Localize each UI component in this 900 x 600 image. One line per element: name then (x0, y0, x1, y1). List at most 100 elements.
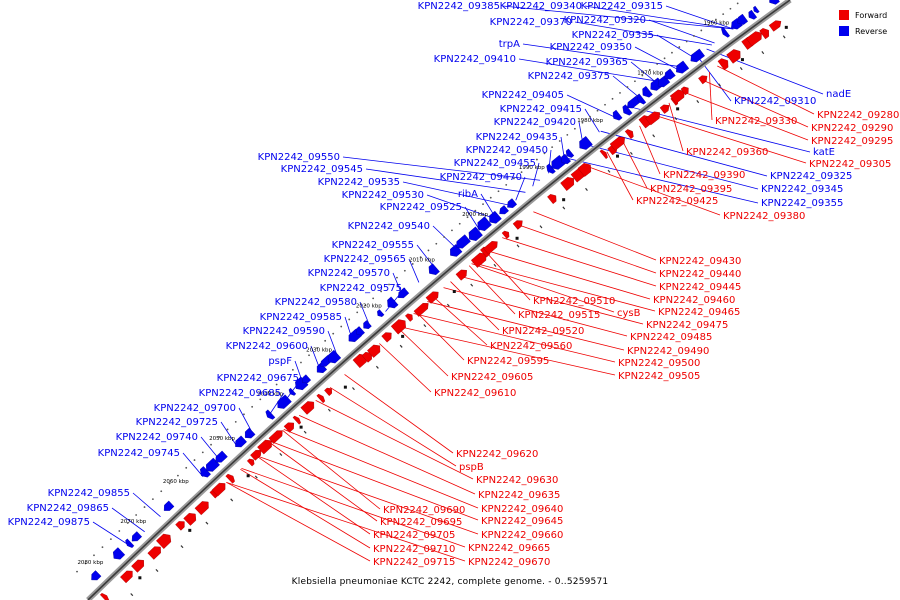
reverse-gene-label: KPN2242_09540 (348, 221, 430, 232)
reverse-connector (365, 168, 526, 193)
forward-gene-label: KPN2242_09500 (618, 358, 700, 369)
forward-gene (698, 75, 708, 85)
tick-dot (316, 347, 319, 349)
tick-label: 1980 kbp (577, 118, 603, 124)
reverse-gene (377, 309, 385, 317)
gene-features (91, 0, 788, 600)
forward-gene-label: KPN2242_09510 (533, 296, 615, 307)
forward-gene-label: pspB (459, 462, 484, 473)
forward-connector (398, 326, 616, 376)
forward-connector (397, 327, 449, 377)
forward-gene (324, 387, 333, 397)
reverse-gene-label: KPN2242_09455 (454, 158, 536, 169)
tick-dot (185, 466, 188, 469)
forward-gene-label: KPN2242_09295 (811, 136, 893, 147)
reverse-gene-label: KPN2242_09865 (27, 503, 109, 514)
forward-gene-label: KPN2242_09695 (380, 517, 462, 528)
reverse-connector (402, 181, 510, 206)
small-feature (188, 528, 192, 532)
tick-dot (619, 92, 621, 94)
tick-dot (528, 164, 531, 167)
reverse-gene (355, 326, 365, 336)
forward-connector (457, 275, 644, 325)
forward-gene-label: KPN2242_09645 (481, 516, 563, 527)
reverse-connector (238, 407, 253, 432)
tick-dot (372, 297, 375, 300)
forward-connector (282, 430, 381, 510)
reverse-connector (574, 21, 712, 46)
forward-connector (255, 454, 479, 535)
tick-dot (435, 242, 438, 245)
reverse-connector (706, 48, 824, 95)
reverse-connector (464, 206, 481, 231)
forward-gene-label: KPN2242_09610 (434, 388, 516, 399)
forward-gene (717, 58, 729, 71)
forward-connector (588, 166, 721, 216)
genome-backbone (86, 0, 792, 600)
forward-gene (425, 291, 439, 304)
tick-dot (267, 391, 270, 393)
tick-dot (729, 7, 732, 10)
tick-dot (300, 361, 302, 364)
reverse-gene-label: trpA (499, 39, 520, 50)
reverse-gene (456, 234, 471, 249)
tick-dot (340, 325, 343, 328)
reverse-gene-label: KPN2242_09525 (380, 202, 462, 213)
tick-dot (512, 177, 515, 180)
forward-connector (226, 481, 371, 562)
reverse-gene-label: KPN2242_09585 (260, 312, 342, 323)
forward-gene-label: KPN2242_09360 (686, 147, 768, 158)
reverse-gene (579, 136, 593, 150)
reverse-gene (215, 450, 228, 463)
forward-gene-label: KPN2242_09485 (630, 332, 712, 343)
small-feature (676, 107, 680, 111)
reverse-gene (235, 435, 247, 448)
reverse-connector (634, 46, 680, 71)
reverse-gene (748, 9, 758, 20)
reverse-gene-label: KPN2242_09365 (546, 57, 628, 68)
tick-dot (505, 183, 508, 186)
forward-gene (390, 319, 406, 335)
reverse-connector (182, 452, 204, 477)
tick-dot (243, 413, 245, 416)
inner-tick (493, 263, 497, 267)
forward-gene (501, 230, 510, 239)
forward-connector (315, 400, 474, 480)
reverse-gene (363, 320, 372, 330)
tick-dot (497, 190, 500, 193)
forward-gene (268, 430, 283, 444)
inner-tick (652, 134, 656, 138)
legend-reverse-swatch (839, 26, 849, 36)
label-connectors (92, 5, 824, 562)
reverse-gene-label: KPN2242_09410 (434, 54, 516, 65)
forward-gene (483, 241, 498, 255)
reverse-connector (515, 176, 526, 201)
forward-connector (533, 211, 657, 261)
forward-gene (413, 302, 429, 317)
forward-gene (292, 415, 302, 425)
reverse-gene (265, 409, 276, 420)
forward-gene (726, 49, 741, 64)
tick-dot (451, 229, 453, 232)
reverse-gene-label: KPN2242_09580 (275, 297, 357, 308)
tick-dot (118, 530, 121, 532)
forward-gene-label: KPN2242_09670 (468, 557, 550, 568)
tick-label: 2070 kbp (120, 519, 146, 525)
reverse-gene (244, 427, 256, 439)
forward-gene-label: KPN2242_09660 (481, 530, 563, 541)
tick-dot (458, 222, 461, 225)
reverse-gene-label: KPN2242_09385 (418, 1, 500, 12)
tick-dot (218, 436, 221, 438)
reverse-gene (428, 263, 440, 276)
reverse-gene (636, 93, 647, 105)
tick-dot (168, 482, 171, 485)
reverse-gene (288, 387, 297, 396)
tick-dot (251, 405, 254, 408)
reverse-connector (665, 5, 734, 30)
tick-dot (558, 140, 561, 142)
forward-connector (270, 440, 479, 521)
tick-label: 2010 kbp (409, 257, 435, 263)
tick-dot (275, 383, 278, 386)
reverse-gene (112, 547, 126, 560)
tick-dot (348, 318, 351, 321)
